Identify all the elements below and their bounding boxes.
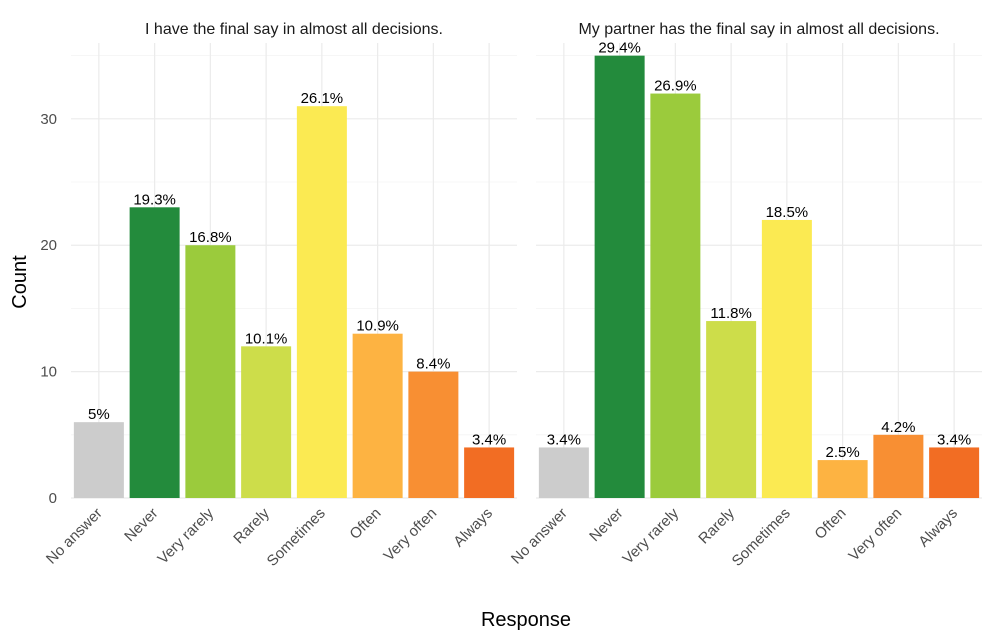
bar [296, 106, 347, 498]
x-tick-label: Never [586, 505, 626, 545]
x-tick-label: Very rarely [154, 504, 217, 567]
bar [464, 447, 515, 498]
bar [929, 447, 980, 498]
bar [650, 93, 701, 499]
panel-title: I have the final say in almost all decis… [145, 21, 443, 38]
data-label: 16.8% [189, 229, 232, 246]
data-label: 26.9% [654, 78, 697, 95]
x-tick-label: Always [915, 505, 961, 551]
data-label: 29.4% [598, 40, 641, 57]
y-tick-label: 20 [40, 237, 57, 254]
data-label: 5% [88, 406, 110, 423]
data-label: 19.3% [133, 191, 176, 208]
x-tick-label: No answer [43, 505, 106, 568]
data-label: 26.1% [301, 90, 344, 107]
data-label: 2.5% [826, 444, 860, 461]
bar [761, 219, 812, 498]
bar [408, 371, 459, 498]
data-label: 18.5% [766, 204, 809, 221]
bar [241, 346, 292, 498]
data-label: 4.2% [881, 419, 915, 436]
data-label: 10.1% [245, 330, 288, 347]
x-tick-label: Often [811, 505, 849, 543]
y-tick-label: 30 [40, 111, 57, 128]
x-tick-label: Always [450, 505, 496, 551]
bar [185, 245, 236, 498]
data-label: 3.4% [937, 431, 971, 448]
data-label: 3.4% [547, 431, 581, 448]
x-tick-label: Often [346, 505, 384, 543]
x-tick-label: Rarely [230, 504, 273, 547]
x-tick-label: Never [121, 505, 161, 545]
panel-title: My partner has the final say in almost a… [578, 21, 939, 38]
bar [352, 333, 403, 498]
x-axis-title: Response [481, 609, 571, 631]
bar [873, 434, 924, 498]
x-tick-label: Sometimes [264, 505, 329, 570]
data-label: 8.4% [416, 356, 450, 373]
data-label: 3.4% [472, 431, 506, 448]
bar [817, 460, 868, 498]
y-tick-label: 10 [40, 364, 57, 381]
bar [706, 321, 757, 498]
y-tick-label: 0 [49, 490, 57, 507]
bar [538, 447, 589, 498]
x-tick-label: Very rarely [619, 504, 682, 567]
x-tick-label: Very often [380, 505, 440, 565]
x-tick-label: Very often [845, 505, 905, 565]
y-axis-title: Count [9, 255, 31, 309]
data-label: 10.9% [356, 318, 399, 335]
data-label: 11.8% [710, 305, 751, 322]
x-tick-label: No answer [508, 505, 571, 568]
x-tick-label: Sometimes [729, 505, 794, 570]
chart-panel-1: I have the final say in almost all decis… [43, 21, 517, 570]
bar [73, 422, 124, 498]
bar [129, 207, 180, 499]
chart-panel-2: My partner has the final say in almost a… [508, 21, 982, 570]
bar [594, 55, 645, 499]
x-tick-label: Rarely [695, 504, 738, 547]
